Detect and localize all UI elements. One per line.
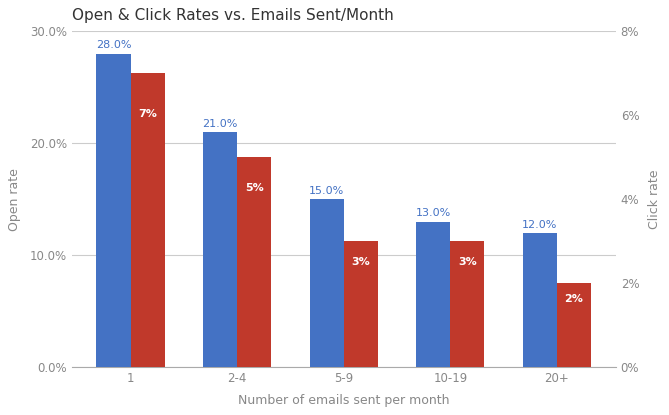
- Text: 12.0%: 12.0%: [522, 220, 558, 229]
- Text: 2%: 2%: [565, 293, 583, 303]
- Text: 21.0%: 21.0%: [203, 119, 237, 129]
- Text: 13.0%: 13.0%: [415, 208, 451, 219]
- Text: 3%: 3%: [351, 256, 370, 266]
- Bar: [130, 73, 165, 367]
- Bar: [344, 242, 378, 367]
- Text: Open & Click Rates vs. Emails Sent/Month: Open & Click Rates vs. Emails Sent/Month: [72, 8, 393, 23]
- Bar: [416, 222, 450, 367]
- Text: 3%: 3%: [458, 256, 477, 266]
- Text: 7%: 7%: [138, 109, 157, 119]
- X-axis label: Number of emails sent per month: Number of emails sent per month: [238, 394, 450, 407]
- Y-axis label: Open rate: Open rate: [8, 168, 21, 231]
- Bar: [523, 233, 557, 367]
- Text: 5%: 5%: [245, 183, 264, 193]
- Text: 15.0%: 15.0%: [309, 186, 345, 196]
- Bar: [203, 132, 237, 367]
- Text: 28.0%: 28.0%: [96, 41, 131, 51]
- Y-axis label: Click rate: Click rate: [648, 170, 661, 229]
- Bar: [557, 283, 591, 367]
- Bar: [96, 54, 130, 367]
- Bar: [237, 157, 271, 367]
- Bar: [450, 242, 484, 367]
- Bar: [310, 200, 344, 367]
